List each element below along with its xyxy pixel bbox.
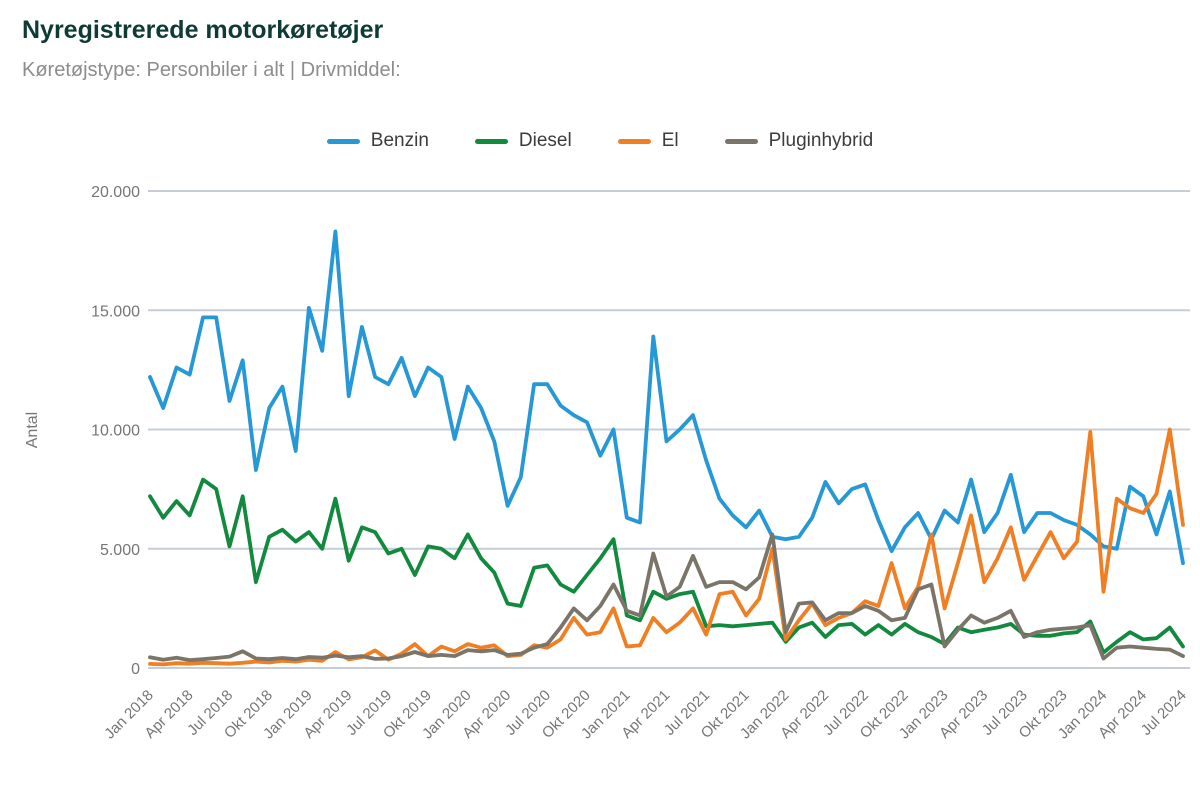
legend-swatch-benzin — [326, 138, 360, 144]
chart-legend: Benzin Diesel El Pluginhybrid — [0, 130, 1200, 152]
series-line-pluginhybrid[interactable] — [148, 532, 1185, 662]
legend-item-diesel[interactable]: Diesel — [474, 130, 572, 152]
legend-label: Pluginhybrid — [768, 130, 874, 151]
legend-label: Diesel — [518, 130, 572, 151]
y-axis-title: Antal — [24, 412, 41, 448]
y-tick-label: 5.000 — [100, 542, 140, 559]
legend-item-benzin[interactable]: Benzin — [326, 130, 429, 152]
legend-label: Benzin — [370, 130, 429, 151]
y-tick-label: 10.000 — [91, 423, 140, 440]
series-line-diesel[interactable] — [148, 477, 1185, 655]
page-title: Nyregistrerede motorkøretøjer — [22, 16, 384, 44]
legend-swatch-el — [617, 138, 651, 144]
legend-item-pluginhybrid[interactable]: Pluginhybrid — [724, 130, 874, 152]
series-line-el[interactable] — [148, 427, 1185, 667]
legend-label: El — [661, 130, 679, 151]
y-tick-label: 15.000 — [91, 303, 140, 320]
legend-swatch-diesel — [474, 138, 508, 144]
page-subtitle: Køretøjstype: Personbiler i alt | Drivmi… — [22, 59, 401, 81]
y-tick-label: 0 — [131, 661, 140, 678]
y-tick-label: 20.000 — [91, 184, 140, 201]
legend-item-el[interactable]: El — [617, 130, 679, 152]
series-lines — [148, 229, 1185, 667]
legend-swatch-pluginhybrid — [724, 138, 758, 144]
series-line-benzin[interactable] — [148, 229, 1185, 565]
y-axis-tick-labels: 0 5.000 10.000 15.000 20.000 — [91, 184, 140, 678]
